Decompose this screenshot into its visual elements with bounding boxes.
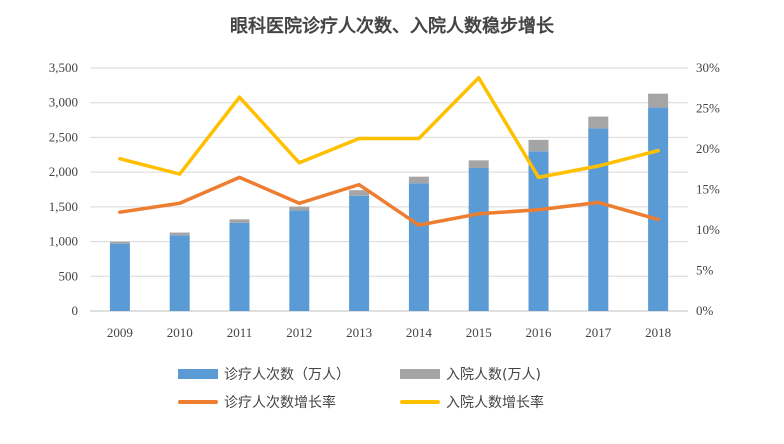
legend-swatch-visits-growth: [178, 400, 218, 404]
bar-visits: [349, 195, 370, 311]
x-tick-label: 2017: [585, 325, 612, 340]
bar-visits: [588, 128, 609, 311]
y-right-tick-label: 25%: [696, 101, 720, 116]
legend-swatch-admissions: [400, 369, 440, 379]
legend-item-admissions-growth: 入院人数增长率: [400, 392, 544, 412]
y-right-tick-label: 30%: [696, 60, 720, 75]
point-admissions-growth: [297, 161, 301, 165]
legend-item-visits: 诊疗人次数（万人）: [178, 364, 350, 384]
y-left-tick-label: 0: [72, 303, 79, 318]
chart-title: 眼科医院诊疗人次数、入院人数稳步增长: [230, 16, 554, 37]
bar-visits: [468, 167, 489, 311]
bar-admissions: [349, 190, 370, 196]
y-right-tick-label: 10%: [696, 222, 720, 237]
point-admissions-growth: [118, 157, 122, 161]
y-left-tick-label: 1,500: [49, 199, 78, 214]
y-left-tick-label: 2,500: [49, 129, 78, 144]
legend-swatch-admissions-growth: [400, 400, 440, 404]
bar-admissions: [468, 160, 489, 168]
y-left-tick-label: 2,000: [49, 164, 78, 179]
x-tick-label: 2010: [167, 325, 193, 340]
x-tick-label: 2013: [346, 325, 372, 340]
legend-item-visits-growth: 诊疗人次数增长率: [178, 392, 336, 412]
y-right-tick-label: 15%: [696, 182, 720, 197]
point-visits-growth: [238, 175, 241, 179]
bar-visits: [408, 183, 429, 311]
point-visits-growth: [357, 183, 361, 187]
point-visits-growth: [596, 200, 600, 204]
bar-visits: [109, 243, 130, 311]
point-admissions-growth: [178, 172, 182, 176]
point-admissions-growth: [238, 95, 241, 99]
point-admissions-growth: [357, 136, 361, 140]
legend-label-admissions: 入院人数(万人): [446, 367, 541, 383]
point-visits-growth: [297, 201, 301, 205]
legend-item-admissions: 入院人数(万人): [400, 364, 541, 384]
bar-visits: [528, 151, 549, 311]
legend-label-visits: 诊疗人次数（万人）: [224, 367, 350, 383]
point-admissions-growth: [537, 175, 540, 179]
bar-visits: [648, 107, 669, 312]
line-admissions-growth: [118, 75, 660, 180]
x-tick-label: 2014: [406, 325, 433, 340]
plot-area: 0 500 1,000 1,500 2,000 2,500 3,000 3,500 0% 5% 10…: [49, 60, 720, 340]
y-right-tick-label: 5%: [696, 263, 714, 278]
bar-admissions: [588, 116, 609, 129]
x-tick-label: 2016: [526, 325, 553, 340]
point-admissions-growth: [417, 136, 421, 140]
point-admissions-growth: [656, 149, 660, 153]
point-visits-growth: [656, 217, 660, 221]
y-left-tick-label: 3,500: [49, 60, 78, 75]
point-visits-growth: [118, 210, 122, 214]
point-visits-growth: [178, 201, 182, 205]
x-tick-label: 2018: [645, 325, 671, 340]
y-left-tick-label: 3,000: [49, 95, 78, 110]
bar-admissions: [528, 139, 549, 152]
bar-admissions: [408, 176, 429, 184]
x-tick-label: 2011: [227, 325, 253, 340]
bar-visits: [289, 210, 310, 311]
line-visits-growth: [118, 175, 660, 227]
y-left-tick-label: 1,000: [49, 234, 78, 249]
bar-visits: [229, 222, 250, 311]
point-admissions-growth: [596, 164, 600, 168]
bar-visits: [169, 235, 190, 311]
x-tick-label: 2009: [107, 325, 133, 340]
legend-swatch-visits: [178, 369, 218, 379]
point-visits-growth: [477, 212, 481, 216]
legend-label-admissions-growth: 入院人数增长率: [446, 395, 544, 411]
x-tick-label: 2015: [466, 325, 492, 340]
bar-admissions: [109, 241, 130, 244]
point-visits-growth: [417, 223, 421, 227]
y-right-tick-label: 20%: [696, 141, 720, 156]
bar-admissions: [169, 232, 190, 236]
bar-admissions: [648, 93, 669, 108]
y-left-tick-label: 500: [59, 268, 79, 283]
bar-admissions: [229, 219, 250, 223]
bar-admissions: [289, 206, 310, 211]
point-visits-growth: [537, 208, 540, 212]
y-right-tick-label: 0%: [696, 303, 714, 318]
point-admissions-growth: [477, 76, 481, 80]
legend: 诊疗人次数（万人） 入院人数(万人) 诊疗人次数增长率 入院人数增长率: [0, 364, 784, 434]
x-tick-label: 2012: [286, 325, 312, 340]
legend-label-visits-growth: 诊疗人次数增长率: [224, 395, 336, 411]
